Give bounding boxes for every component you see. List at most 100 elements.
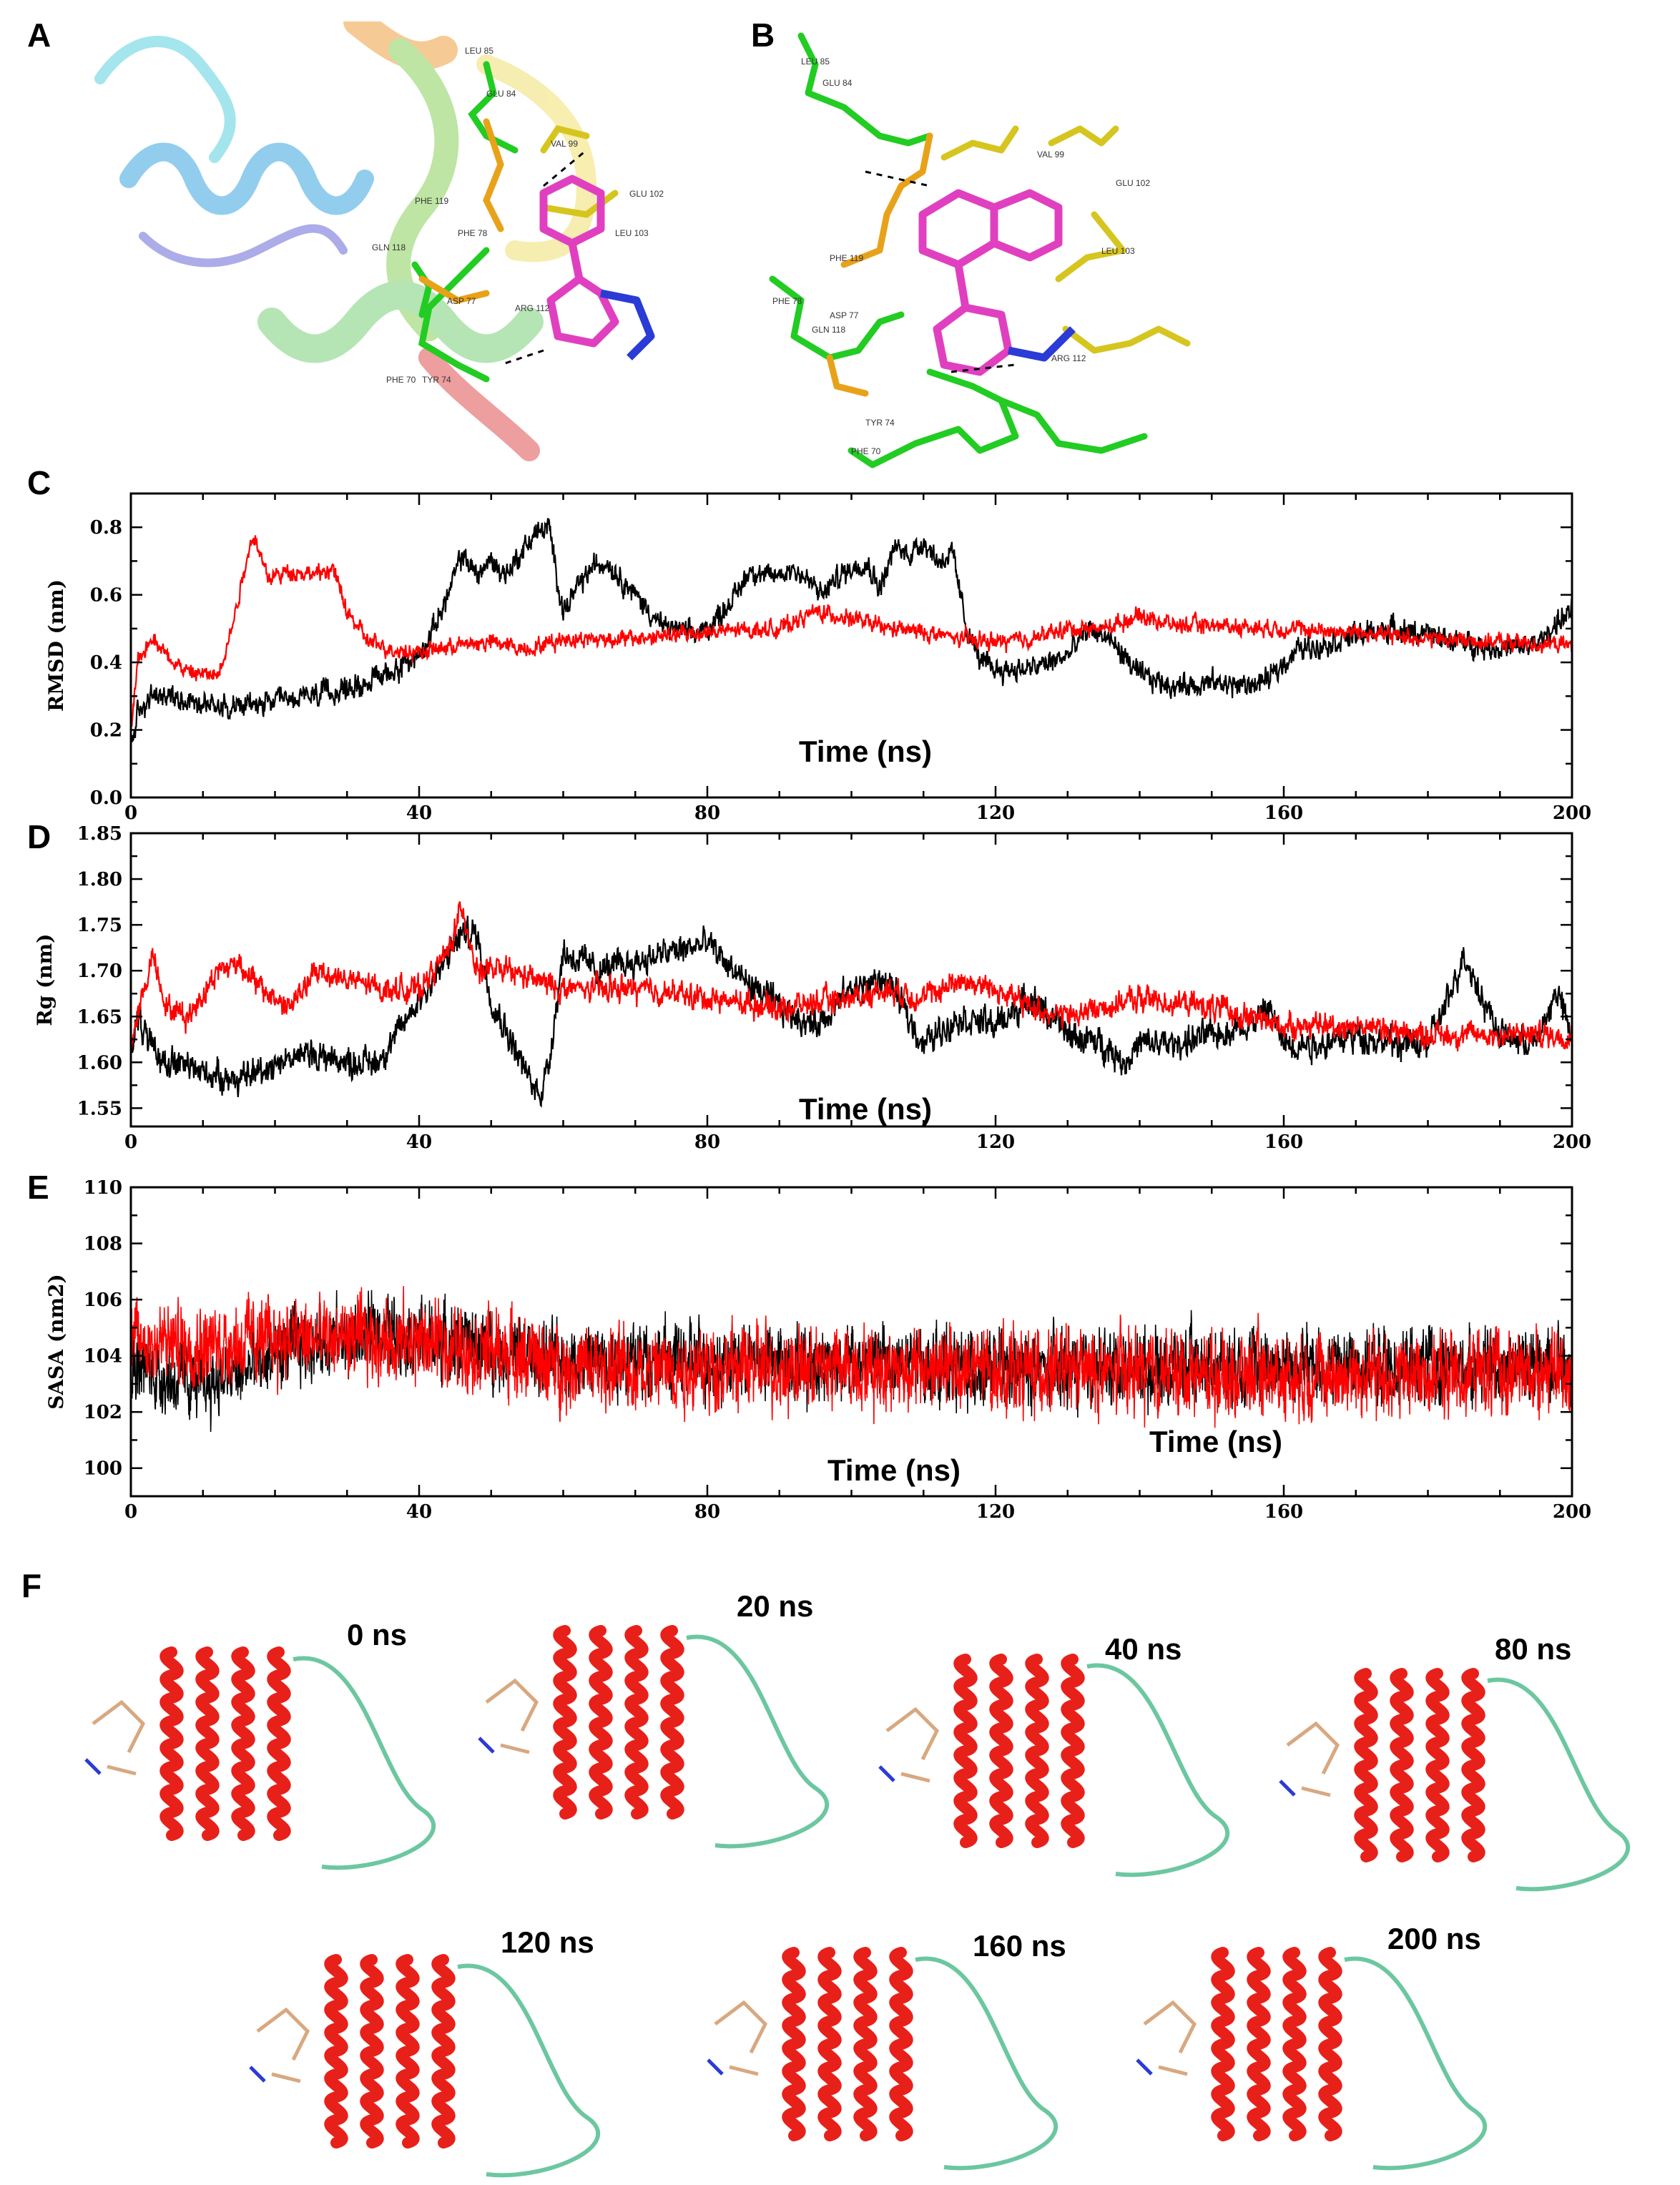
residue-sticks	[998, 397, 1148, 454]
residue-label: VAL 99	[551, 139, 578, 149]
helix-ribbon	[624, 1625, 649, 1820]
x-tick-label: 80	[694, 1131, 720, 1153]
helix-ribbon	[1425, 1668, 1450, 1862]
snapshot-structure	[1136, 1947, 1488, 2171]
helix-ribbon	[660, 1625, 684, 1820]
series-line-black	[129, 915, 1573, 1108]
helix-ribbon	[1354, 1668, 1378, 1862]
x-axis-label: Time (ns)	[799, 1092, 932, 1126]
x-tick-label: 120	[976, 1501, 1015, 1523]
panel-letter-a: A	[27, 16, 51, 54]
residue-label: ASP 77	[447, 296, 476, 306]
hydrogen-bond	[500, 149, 587, 366]
y-tick-label: 0.4	[90, 652, 122, 674]
ribbon-loop	[139, 224, 348, 267]
residue-sticks	[540, 124, 619, 218]
ligand-ring	[933, 264, 1013, 376]
residue-label: TYR 74	[865, 418, 895, 428]
panel-letter-e: E	[27, 1169, 49, 1206]
sasa-plot: 0 40 80 120 160 200 100 102 104 106 108 110 Time (ns…	[44, 1180, 1591, 1523]
ligand-sticks	[84, 1758, 102, 1775]
y-tick-label: 1.75	[77, 915, 122, 936]
rmsd-plot: 0 40 80 120 160 200 0.0 0.2 0.4 0.6 0.8 Time (ns) RM…	[44, 492, 1591, 823]
helix-ribbon	[953, 1654, 978, 1848]
ligand-ring	[992, 189, 1063, 262]
residue-label: PHE 70	[851, 446, 881, 456]
ligand-sticks	[92, 1699, 146, 1776]
helix-ribbon	[1461, 1668, 1485, 1862]
y-tick-label: 0.8	[90, 517, 122, 539]
snapshot-structure	[878, 1654, 1230, 1877]
residue-label: VAL 99	[1037, 149, 1064, 159]
helix-ribbon	[589, 1625, 613, 1820]
residue-sticks	[418, 247, 490, 383]
snapshot-time-label: 0 ns	[347, 1618, 407, 1651]
loop-ribbon	[1344, 1956, 1488, 2171]
y-tick-label: 104	[84, 1346, 122, 1368]
helix-ribbon	[1282, 1947, 1307, 2141]
residue-sticks	[1055, 211, 1126, 283]
residue-label: TYR 74	[422, 375, 451, 385]
snapshot-structure	[478, 1625, 830, 1849]
y-tick-label: 1.80	[77, 869, 122, 890]
ligand-sticks	[256, 2007, 310, 2083]
x-tick-label: 200	[1553, 802, 1591, 823]
ligand-ring	[539, 175, 605, 247]
helix-ribbon	[159, 1646, 184, 1841]
helix-ribbon	[553, 1625, 577, 1820]
snapshot-time-label: 40 ns	[1105, 1632, 1182, 1666]
x-tick-label: 160	[1264, 802, 1303, 823]
ligand-sticks	[1279, 1779, 1296, 1797]
snapshot-structure	[249, 1954, 601, 2178]
helix-ribbon	[1025, 1654, 1049, 1848]
residue-label: LEU 85	[465, 46, 493, 56]
ligand-sticks	[249, 2066, 266, 2083]
sasa-chart: 0 40 80 120 160 200 100 102 104 106 108 110 Time (ns…	[0, 1180, 1680, 1552]
rg-plot: 0 40 80 120 160 200 1.55 1.60 1.65 1.70 1.75 1.80 1.…	[33, 826, 1591, 1153]
panel-a-complex-image: LEU 85 GLU 84 VAL 99 GLU 102 PHE 119 PHE…	[94, 21, 664, 461]
y-tick-label: 108	[84, 1234, 122, 1255]
ligand-sticks	[878, 1765, 895, 1782]
x-tick-label: 120	[976, 802, 1015, 823]
snapshot-time-label: 120 ns	[501, 1925, 594, 1959]
residue-label: PHE 119	[415, 196, 448, 206]
helix-ribbon	[267, 1646, 291, 1841]
x-tick-label: 160	[1264, 1131, 1303, 1153]
panel-letter-b: B	[751, 16, 775, 54]
ligand-ring	[1007, 326, 1076, 362]
series-line-red	[129, 901, 1573, 1052]
residue-label: ARG 112	[1051, 353, 1086, 363]
residue-label: GLU 102	[1116, 178, 1150, 188]
panel-letter-f: F	[21, 1567, 42, 1604]
ligand-sticks	[1143, 2000, 1197, 2076]
helix-ribbon	[1390, 1668, 1414, 1862]
snapshot-time-label: 200 ns	[1387, 1922, 1481, 1955]
x-tick-label: 40	[406, 802, 432, 823]
x-tick-label: 200	[1553, 1501, 1591, 1523]
ribbon-helix	[418, 347, 540, 461]
residue-label: GLU 102	[629, 189, 664, 199]
x-tick-label: 80	[694, 1501, 720, 1523]
ligand-sticks	[714, 2000, 768, 2076]
series-line-red	[129, 535, 1573, 729]
snapshot-time-label: 20 ns	[737, 1589, 813, 1623]
residue-label: PHE 78	[458, 228, 488, 238]
y-tick-label: 106	[84, 1290, 122, 1311]
helix-ribbon	[1318, 1947, 1342, 2141]
y-tick-label: 1.65	[77, 1006, 122, 1028]
loop-ribbon	[915, 1956, 1058, 2171]
ligand-sticks	[707, 2058, 724, 2076]
helix-ribbon	[396, 1954, 420, 2149]
y-axis-label: RMSD (nm)	[44, 579, 68, 712]
rmsd-chart: 0 40 80 120 160 200 0.0 0.2 0.4 0.6 0.8 Time (ns) RM…	[0, 479, 1680, 823]
helix-ribbon	[195, 1646, 220, 1841]
y-tick-label: 1.60	[77, 1052, 122, 1074]
y-axis-label: Rg (nm)	[33, 933, 57, 1026]
x-tick-label: 80	[694, 802, 720, 823]
ligand-ring	[918, 189, 998, 269]
y-tick-label: 0.0	[90, 787, 122, 809]
loop-ribbon	[457, 1963, 601, 2178]
helix-ribbon	[1061, 1654, 1085, 1848]
ligand-ring	[599, 289, 655, 360]
residue-sticks	[826, 354, 869, 397]
